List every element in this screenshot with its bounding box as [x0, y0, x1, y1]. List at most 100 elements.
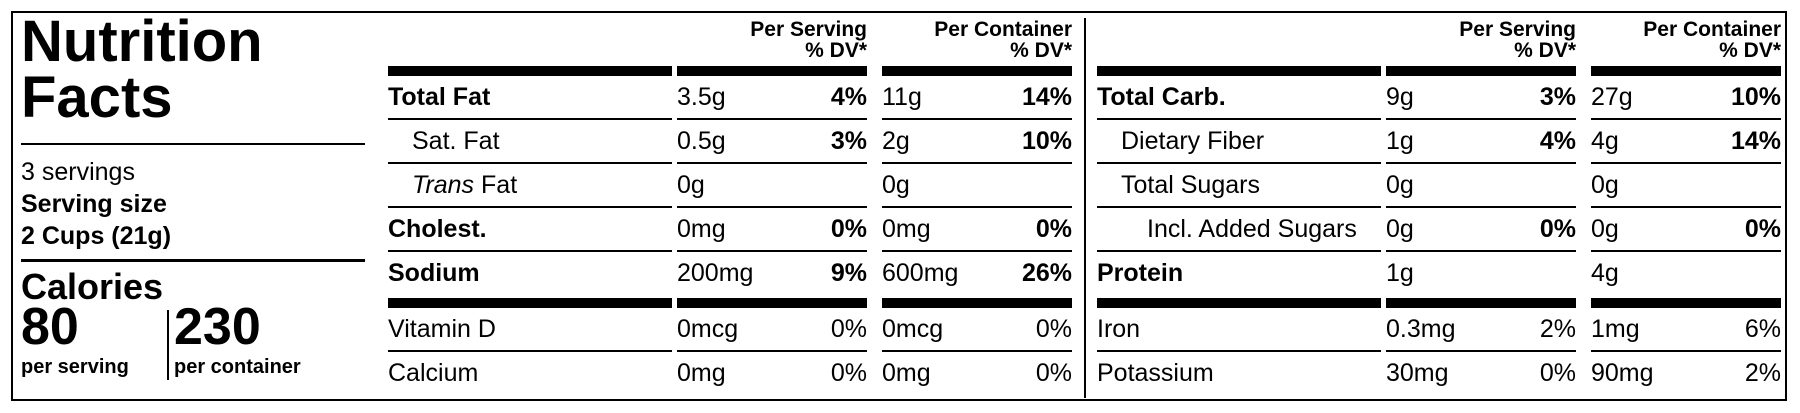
header-subtitle: % DV* — [1514, 39, 1576, 62]
amount: 0g — [882, 171, 910, 199]
amount: 30mg — [1386, 359, 1449, 387]
header-title: Per Serving — [750, 18, 867, 41]
daily-value: 26% — [1021, 259, 1072, 287]
value-cell: 0g 0% — [1386, 208, 1576, 252]
value-cell: 0g — [882, 164, 1072, 208]
amount: 0g — [677, 171, 705, 199]
nutrient-name: Dietary Fiber — [1121, 127, 1265, 155]
divider — [167, 310, 169, 380]
amount: 1g — [1386, 127, 1414, 155]
thick-bar — [1591, 66, 1781, 76]
per-container: per container — [174, 356, 301, 378]
nutrient-name: Trans Fat — [412, 164, 517, 206]
value-cell: 4g 14% — [1591, 120, 1781, 164]
calories-container: 230 — [174, 298, 261, 356]
nutrition-label: Nutrition Facts 3 servings Serving size 2 C… — [11, 11, 1787, 401]
value-cell: 0g — [1386, 164, 1576, 208]
nutrient-name: Potassium — [1097, 359, 1214, 387]
nutrient-name-italic: Trans — [412, 171, 475, 199]
nutrient-name: Sodium — [388, 259, 480, 287]
value-cell: 27g 10% — [1591, 76, 1781, 120]
rule — [21, 259, 365, 262]
amount: 0mg — [882, 359, 931, 387]
name-cell: Vitamin D — [388, 308, 672, 352]
nutrient-name: Incl. Added Sugars — [1147, 215, 1357, 243]
name-cell: Total Carb. — [1097, 76, 1381, 120]
nutrient-name: Total Fat — [388, 83, 491, 111]
daily-value: 0% — [1035, 215, 1072, 243]
daily-value: 6% — [1744, 315, 1781, 343]
thick-bar — [1591, 298, 1781, 308]
daily-value: 3% — [1539, 83, 1576, 111]
thick-bar — [1386, 66, 1576, 76]
thick-bar — [388, 66, 672, 76]
nutrient-name: Iron — [1097, 315, 1141, 343]
nutrient-name: Sat. Fat — [412, 127, 500, 155]
amount: 1g — [1386, 259, 1414, 287]
amount: 9g — [1386, 83, 1414, 111]
value-cell: 0mg 0% — [677, 208, 867, 252]
daily-value: 4% — [830, 83, 867, 111]
amount: 4g — [1591, 259, 1619, 287]
daily-value: 14% — [1730, 127, 1781, 155]
daily-value: 3% — [830, 127, 867, 155]
daily-value: 14% — [1021, 83, 1072, 111]
nutrient-name: Total Carb. — [1097, 83, 1226, 111]
value-cell: 0mg 0% — [882, 352, 1072, 394]
value-cell: 30mg 0% — [1386, 352, 1576, 394]
daily-value: 2% — [1744, 359, 1781, 387]
amount: 3.5g — [677, 83, 726, 111]
calories-label: Calories — [21, 266, 164, 307]
nutrient-name: Fat — [481, 171, 518, 199]
value-cell: 4g — [1591, 252, 1781, 294]
amount: 27g — [1591, 83, 1633, 111]
amount: 0mg — [677, 359, 726, 387]
value-cell: 3.5g 4% — [677, 76, 867, 120]
daily-value: 0% — [830, 315, 867, 343]
amount: 0g — [1591, 171, 1619, 199]
servings: 3 servings — [21, 158, 135, 186]
amount: 0mg — [882, 215, 931, 243]
nutrient-name: Calcium — [388, 359, 479, 387]
amount: 0g — [1591, 215, 1619, 243]
name-cell: Total Sugars — [1097, 164, 1381, 208]
daily-value: 10% — [1730, 83, 1781, 111]
nutrient-name: Protein — [1097, 259, 1184, 287]
daily-value: 0% — [1539, 215, 1576, 243]
amount: 0mg — [677, 215, 726, 243]
daily-value: 0% — [1035, 315, 1072, 343]
amount: 0.3mg — [1386, 315, 1456, 343]
value-cell: 0g 0% — [1591, 208, 1781, 252]
amount: 2g — [882, 127, 910, 155]
daily-value: 0% — [1744, 215, 1781, 243]
name-cell: Trans Fat — [388, 164, 672, 208]
daily-value: 10% — [1021, 127, 1072, 155]
thick-bar — [388, 298, 672, 308]
name-cell: Cholest. — [388, 208, 672, 252]
nutrient-name: Cholest. — [388, 215, 487, 243]
thick-bar — [882, 66, 1072, 76]
daily-value: 4% — [1539, 127, 1576, 155]
value-cell: 90mg 2% — [1591, 352, 1781, 394]
amount: 90mg — [1591, 359, 1654, 387]
amount: 0g — [1386, 171, 1414, 199]
rule — [21, 143, 365, 145]
name-cell: Sodium — [388, 252, 672, 294]
value-cell: 1g — [1386, 252, 1576, 294]
name-cell: Incl. Added Sugars — [1097, 208, 1381, 252]
value-cell: 200mg 9% — [677, 252, 867, 294]
value-cell: 0mg 0% — [677, 352, 867, 394]
thick-bar — [1097, 298, 1381, 308]
daily-value: 0% — [1035, 359, 1072, 387]
amount: 600mg — [882, 259, 959, 287]
name-cell: Protein — [1097, 252, 1381, 294]
nutrient-name: Vitamin D — [388, 315, 496, 343]
header-subtitle: % DV* — [1010, 39, 1072, 62]
value-cell: 1mg 6% — [1591, 308, 1781, 352]
amount: 200mg — [677, 259, 754, 287]
thick-bar — [882, 298, 1072, 308]
serving-size: 2 Cups (21g) — [21, 222, 172, 250]
value-cell: 600mg 26% — [882, 252, 1072, 294]
name-cell: Total Fat — [388, 76, 672, 120]
serving-size-label: Serving size — [21, 190, 167, 218]
